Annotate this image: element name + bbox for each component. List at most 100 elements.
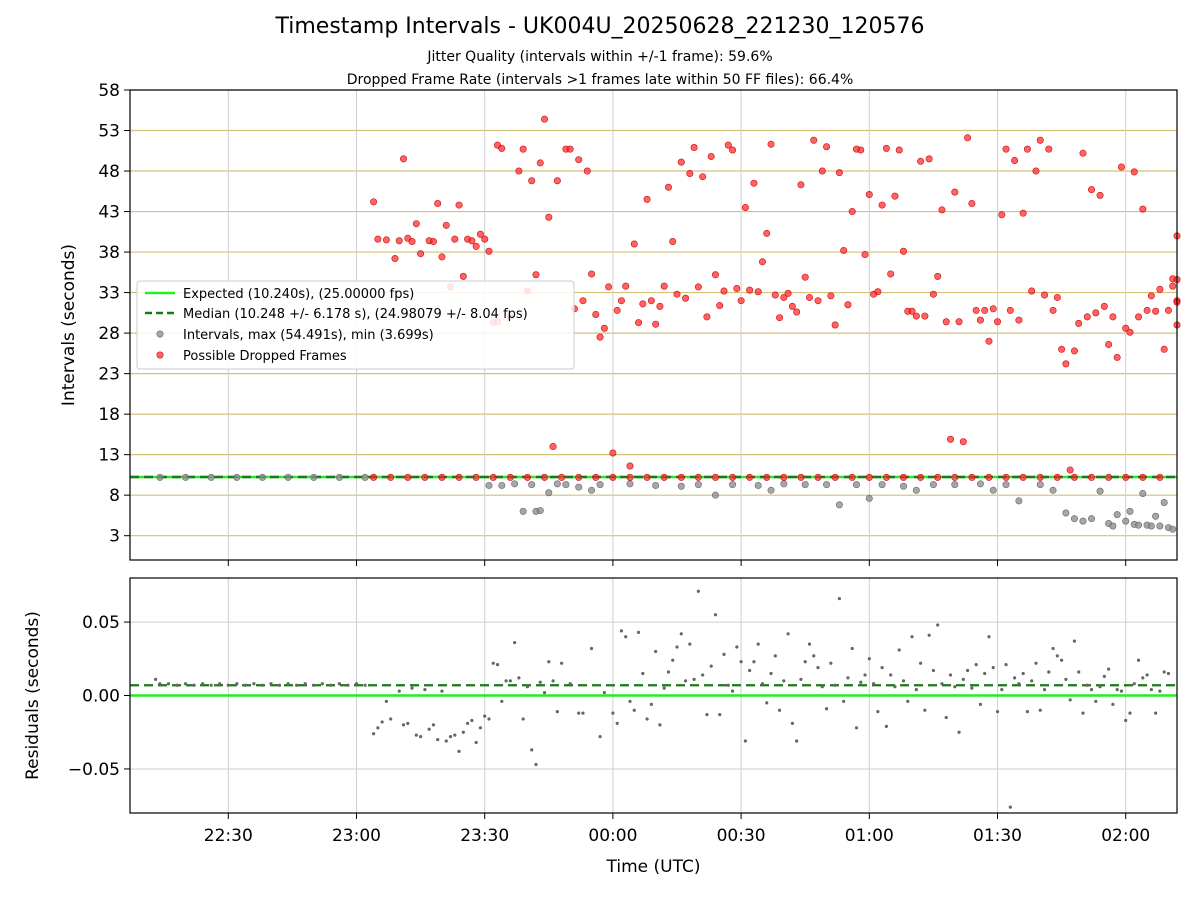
- dropped-frame-point: [711, 271, 719, 279]
- residual-point: [1081, 711, 1085, 715]
- residual-point: [389, 717, 393, 721]
- residual-point: [444, 739, 448, 743]
- residual-point: [269, 682, 273, 686]
- dropped-frame-point: [545, 213, 553, 221]
- residual-point: [286, 682, 290, 686]
- residual-point: [551, 679, 555, 683]
- dropped-frame-point: [989, 305, 997, 313]
- dropped-frame-point: [613, 306, 621, 314]
- residual-point: [867, 657, 871, 661]
- dropped-frame-point: [788, 302, 796, 310]
- interval-point: [258, 473, 266, 481]
- residual-point: [337, 682, 341, 686]
- dropped-frame-point: [908, 307, 916, 315]
- dropped-frame-point: [737, 297, 745, 305]
- dropped-frame-point: [1053, 473, 1061, 481]
- residual-point: [384, 699, 389, 703]
- residual-point: [1162, 670, 1166, 674]
- residual-point: [320, 682, 324, 686]
- interval-point: [767, 486, 775, 494]
- legend-intervals-swatch: [156, 330, 164, 338]
- x-tick-label: 02:00: [1101, 826, 1150, 846]
- dropped-frame-point: [848, 208, 856, 216]
- dropped-frame-point: [818, 167, 826, 175]
- residual-point: [243, 683, 247, 687]
- residual-point: [1111, 702, 1115, 706]
- dropped-frame-point: [652, 320, 660, 328]
- residual-point: [718, 712, 722, 717]
- residual-point: [1064, 677, 1068, 681]
- dropped-frame-point: [750, 179, 758, 187]
- dropped-frame-point: [682, 294, 690, 302]
- residual-point: [624, 635, 628, 639]
- interval-point: [1147, 522, 1155, 530]
- residual-point: [1042, 688, 1047, 692]
- dropped-frame-point: [951, 188, 959, 196]
- dropped-frame-point: [814, 473, 822, 481]
- residual-point: [166, 682, 171, 686]
- residual-point: [581, 711, 585, 715]
- residual-point: [457, 749, 461, 753]
- residual-point: [632, 708, 636, 712]
- dropped-frame-point: [1066, 466, 1074, 474]
- dropped-frame-point: [1105, 473, 1113, 481]
- residual-point: [1166, 671, 1171, 676]
- residual-point: [966, 668, 970, 673]
- residual-point: [312, 683, 316, 687]
- residual-point: [513, 641, 517, 645]
- dropped-frame-point: [626, 462, 634, 470]
- residual-point: [1000, 688, 1004, 692]
- residual-point: [876, 710, 880, 714]
- residual-point: [880, 665, 884, 670]
- dropped-frame-point: [532, 271, 540, 279]
- residual-point: [615, 721, 619, 726]
- residual-point: [1158, 689, 1162, 693]
- dropped-frame-point: [1122, 324, 1130, 332]
- residual-point: [1068, 698, 1072, 702]
- dropped-frame-point: [1139, 473, 1147, 481]
- interval-point: [361, 473, 369, 481]
- dropped-frame-point: [763, 229, 771, 237]
- dropped-frame-point: [412, 220, 420, 228]
- legend-median-label: Median (10.248 +/- 6.178 s), (24.98079 +…: [183, 307, 528, 322]
- chart-subtitle-dropped: Dropped Frame Rate (intervals >1 frames …: [346, 72, 854, 88]
- dropped-frame-point: [1075, 319, 1083, 327]
- dropped-frame-point: [506, 473, 514, 481]
- residual-point: [837, 596, 841, 601]
- dropped-frame-point: [468, 237, 476, 245]
- residual-point: [948, 673, 953, 677]
- interval-point: [878, 481, 886, 489]
- residual-point: [893, 685, 897, 689]
- y-tick-label: 13: [98, 446, 120, 466]
- residual-point: [1025, 710, 1030, 714]
- dropped-frame-point: [947, 435, 955, 443]
- dropped-frame-point: [1160, 345, 1168, 353]
- residual-point: [790, 721, 794, 726]
- residual-point: [953, 685, 957, 689]
- dropped-frame-point: [797, 181, 805, 189]
- residual-point: [1132, 682, 1136, 686]
- dropped-frame-point: [370, 198, 378, 206]
- residual-point: [863, 673, 867, 677]
- dropped-frame-point: [805, 293, 813, 301]
- dropped-frame-point: [955, 318, 963, 326]
- interval-point: [652, 481, 660, 489]
- dropped-frame-point: [840, 246, 848, 254]
- residual-point: [739, 660, 743, 664]
- dropped-frame-point: [1053, 293, 1061, 301]
- dropped-frame-point: [438, 253, 446, 261]
- interval-point: [1113, 511, 1121, 519]
- interval-point: [562, 481, 570, 489]
- dropped-frame-point: [541, 115, 549, 123]
- dropped-frame-point: [1006, 306, 1014, 314]
- dropped-frame-point: [1088, 186, 1096, 194]
- x-tick-label: 01:30: [973, 826, 1022, 846]
- residual-point: [491, 661, 495, 665]
- dropped-frame-point: [1100, 302, 1108, 310]
- interval-point: [801, 481, 809, 489]
- residual-point: [906, 699, 910, 703]
- interval-point: [780, 480, 788, 488]
- residual-point: [453, 733, 457, 737]
- x-tick-label: 00:30: [717, 826, 766, 846]
